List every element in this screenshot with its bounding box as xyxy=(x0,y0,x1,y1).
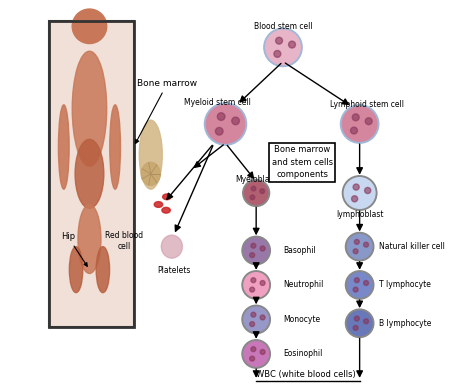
Text: Platelets: Platelets xyxy=(157,266,191,275)
Circle shape xyxy=(242,305,270,334)
Circle shape xyxy=(365,188,371,193)
Circle shape xyxy=(232,117,239,125)
Circle shape xyxy=(242,236,270,265)
Circle shape xyxy=(347,273,372,297)
Circle shape xyxy=(355,278,359,283)
Circle shape xyxy=(342,176,377,210)
Ellipse shape xyxy=(96,247,109,293)
Text: Bone marrow
and stem cells
components: Bone marrow and stem cells components xyxy=(272,146,333,179)
Text: Myeloid stem cell: Myeloid stem cell xyxy=(184,98,251,107)
Circle shape xyxy=(242,340,270,368)
Circle shape xyxy=(242,271,270,299)
Circle shape xyxy=(346,271,374,299)
Circle shape xyxy=(244,273,268,297)
Text: Eosinophil: Eosinophil xyxy=(283,349,322,359)
Circle shape xyxy=(353,184,359,190)
Ellipse shape xyxy=(162,207,170,213)
Circle shape xyxy=(244,342,268,366)
Text: Myeloblast: Myeloblast xyxy=(236,175,277,184)
Ellipse shape xyxy=(154,201,163,207)
Circle shape xyxy=(215,127,223,135)
Circle shape xyxy=(260,349,265,354)
Circle shape xyxy=(353,287,358,292)
Circle shape xyxy=(364,242,368,247)
Ellipse shape xyxy=(69,247,83,293)
Circle shape xyxy=(355,239,359,244)
Circle shape xyxy=(250,195,255,200)
Circle shape xyxy=(352,196,358,202)
Circle shape xyxy=(364,319,368,324)
Circle shape xyxy=(206,105,245,143)
Text: Neutrophil: Neutrophil xyxy=(283,281,323,290)
Circle shape xyxy=(72,9,107,44)
Ellipse shape xyxy=(58,105,69,189)
Ellipse shape xyxy=(141,163,160,185)
Text: Hip: Hip xyxy=(61,232,87,266)
Ellipse shape xyxy=(78,205,101,273)
Circle shape xyxy=(250,322,255,327)
Text: Red blood
cell: Red blood cell xyxy=(105,231,143,251)
Text: WBC (white blood cells): WBC (white blood cells) xyxy=(256,370,356,379)
Circle shape xyxy=(251,243,256,248)
Circle shape xyxy=(347,234,372,259)
Circle shape xyxy=(346,232,374,261)
Circle shape xyxy=(244,238,268,263)
Circle shape xyxy=(250,287,255,292)
Circle shape xyxy=(346,309,374,337)
Circle shape xyxy=(244,307,268,332)
Text: Bone marrow: Bone marrow xyxy=(136,79,198,144)
Circle shape xyxy=(274,51,281,58)
Circle shape xyxy=(251,186,256,191)
Circle shape xyxy=(250,356,255,361)
Circle shape xyxy=(260,315,265,320)
Ellipse shape xyxy=(75,139,104,208)
Ellipse shape xyxy=(163,194,171,200)
Text: Natural killer cell: Natural killer cell xyxy=(379,242,445,251)
Circle shape xyxy=(217,113,225,120)
Text: Basophil: Basophil xyxy=(283,246,316,255)
FancyBboxPatch shape xyxy=(49,20,134,327)
Circle shape xyxy=(260,189,264,193)
Ellipse shape xyxy=(139,120,162,189)
Circle shape xyxy=(243,179,270,207)
Circle shape xyxy=(245,181,268,205)
Circle shape xyxy=(260,246,265,251)
Circle shape xyxy=(250,253,255,257)
Ellipse shape xyxy=(161,235,182,258)
Ellipse shape xyxy=(72,51,107,166)
Circle shape xyxy=(251,278,256,283)
Circle shape xyxy=(365,118,372,125)
Text: Lymphoid stem cell: Lymphoid stem cell xyxy=(330,100,404,109)
Circle shape xyxy=(364,281,368,285)
Circle shape xyxy=(342,107,377,141)
Circle shape xyxy=(260,281,265,285)
Circle shape xyxy=(351,127,357,134)
Circle shape xyxy=(275,37,283,44)
Circle shape xyxy=(266,30,300,64)
Ellipse shape xyxy=(110,105,120,189)
Text: Monocyte: Monocyte xyxy=(283,315,320,324)
Text: T lymphocyte: T lymphocyte xyxy=(379,281,431,290)
Text: Blood stem cell: Blood stem cell xyxy=(254,22,312,31)
Circle shape xyxy=(251,347,256,352)
Circle shape xyxy=(353,249,358,254)
Circle shape xyxy=(204,103,246,145)
Text: B lymphocyte: B lymphocyte xyxy=(379,319,431,328)
Circle shape xyxy=(340,105,379,143)
Circle shape xyxy=(264,28,302,66)
Circle shape xyxy=(251,312,256,317)
Circle shape xyxy=(347,311,372,335)
Circle shape xyxy=(289,41,295,48)
Text: lymphoblast: lymphoblast xyxy=(336,210,383,218)
Circle shape xyxy=(353,325,358,330)
Circle shape xyxy=(344,178,375,208)
Circle shape xyxy=(352,114,359,121)
Circle shape xyxy=(355,316,359,321)
